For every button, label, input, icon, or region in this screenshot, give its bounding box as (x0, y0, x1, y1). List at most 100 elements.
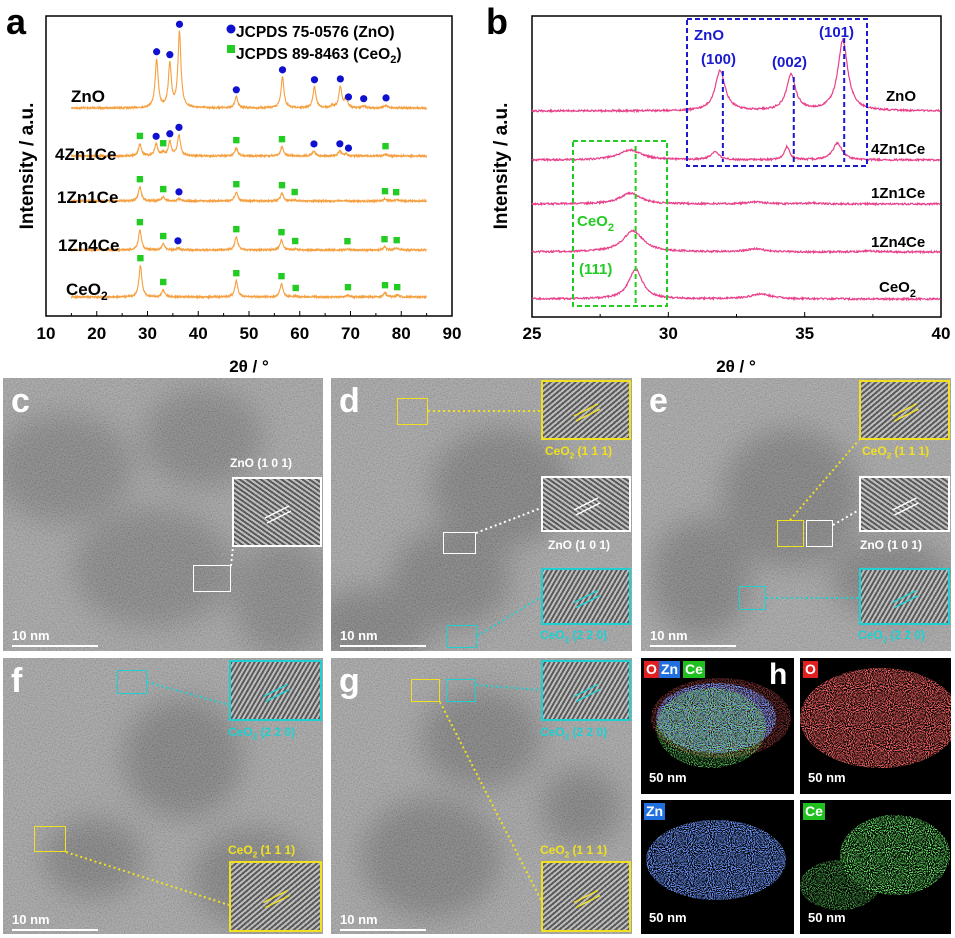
x-tick-label-b: 30 (659, 324, 678, 343)
scale-bar-eds-2: 50 nm (808, 770, 846, 785)
lattice-inset (541, 660, 631, 721)
inset-label-sub: 2 (252, 850, 258, 860)
eds-map-zn: Zn 50 nm (641, 800, 794, 934)
ceo2-marker (344, 237, 351, 245)
x-tick-label-a: 50 (240, 324, 259, 343)
eds-map-overlay: O Zn Ce h 50 nm (641, 658, 794, 794)
zno-region-box (686, 18, 868, 167)
inset-label-sub: 2 (886, 451, 892, 461)
x-tick-label-b: 35 (795, 324, 814, 343)
xrd-curve-b-1Zn1Ce (531, 191, 941, 207)
inset-label: ZnO (1 0 1) (548, 538, 610, 552)
selection-box (447, 625, 477, 648)
y-axis-label-b: Intensity / a.u. (491, 103, 512, 230)
inset-label-plane: (2 2 0) (569, 628, 608, 642)
scale-bar-eds-1: 50 nm (649, 770, 687, 785)
ceo2-marker (233, 225, 240, 233)
inset-label: CeO2 (2 2 0) (228, 725, 295, 741)
eds-map-o: O 50 nm (800, 658, 951, 794)
zno-marker (336, 75, 344, 83)
ceo2-marker (381, 187, 389, 195)
sample-label-main: ZnO (886, 88, 916, 105)
ceo2-marker (160, 185, 167, 193)
lattice-inset (229, 861, 322, 932)
xrd-curve-a-CeO2 (70, 264, 428, 300)
ceo2-marker (292, 284, 299, 292)
tem-panel-c: c (3, 378, 323, 651)
zno-marker (174, 237, 182, 245)
zno-marker (175, 123, 183, 131)
sample-label-sub: 2 (910, 288, 916, 300)
xrd-curve-a-1Zn1Ce (70, 186, 427, 204)
chart-b: ZnO(100) (002)(101)CeO2(111) 25 30 35 40 ZnO… (491, 15, 951, 375)
inset-label-plane: (1 1 1) (569, 843, 608, 857)
ceo2-marker (291, 237, 299, 245)
sample-label-main: 1Zn1Ce (871, 185, 925, 202)
xrd-curve-a-1Zn4Ce (70, 229, 427, 253)
eds-tag-zn-map: Zn (644, 803, 666, 820)
sample-label-a: 4Zn1Ce (55, 145, 116, 164)
ceo2-marker (136, 132, 144, 140)
zno-marker (344, 93, 353, 101)
zno-plane-label: (101) (819, 24, 854, 41)
x-tick-label-a: 30 (138, 324, 157, 343)
scale-label: 10 nm (340, 912, 378, 927)
zno-marker (166, 51, 174, 59)
ceo2-marker (382, 142, 389, 150)
x-tick-label-b: 40 (932, 324, 951, 343)
zno-marker (310, 140, 318, 148)
zno-region-title: ZnO (694, 27, 724, 44)
inset-label-text: CeO (862, 444, 887, 458)
sample-label-a: CeO2 (66, 280, 108, 303)
inset-label-text: CeO (540, 725, 565, 739)
x-tick-label-a: 70 (341, 324, 360, 343)
xrd-curve-b-CeO2 (531, 267, 942, 302)
y-axis-label-a: Intensity / a.u. (17, 103, 38, 230)
inset-label-text: ZnO (1 0 1) (230, 456, 293, 470)
xrd-curve-a-ZnO (70, 30, 427, 111)
inset-label-text: CeO (228, 725, 253, 739)
ceo2-marker (160, 232, 167, 240)
scale-bar: 10 nm (340, 912, 426, 931)
eds-map-ce: Ce 50 nm (800, 800, 951, 934)
eds-o-image (800, 668, 951, 768)
zno-marker (175, 188, 183, 196)
xrd-charts: a b 10 20 30 40 50 60 70 80 90 ZnO 4Zn1Ce 1Zn1Ce 1Z… (6, 1, 951, 375)
legend-ceo2-tail: ) (396, 46, 401, 63)
lattice-inset (541, 380, 631, 440)
sample-label-a: 1Zn1Ce (57, 188, 118, 207)
zno-marker (166, 130, 174, 138)
sample-label-b: 4Zn1Ce (871, 141, 925, 158)
lattice-inset (541, 476, 631, 532)
scale-bar: 10 nm (650, 628, 736, 647)
inset-label-text: ZnO (1 0 1) (548, 538, 611, 552)
zno-marker (336, 140, 344, 148)
panel-label-c: c (11, 382, 30, 420)
x-tick-label-a: 20 (87, 324, 106, 343)
sample-label-a: 1Zn4Ce (58, 236, 119, 255)
inset-label: ZnO (1 0 1) (860, 538, 922, 552)
lattice-inset (541, 861, 631, 932)
scale-label: 50 nm (649, 910, 687, 925)
ceo2-marker (136, 218, 144, 226)
legend-square-marker (227, 45, 235, 53)
zno-marker (232, 86, 240, 94)
ceo2-marker (233, 180, 240, 188)
inset-label-plane: (2 2 0) (887, 628, 926, 642)
sample-label-main: CeO (879, 279, 910, 296)
zno-plane-label: (100) (701, 51, 736, 68)
zno-plane-label: (002) (772, 54, 807, 71)
scale-bar-line (340, 645, 426, 647)
panel-label-f: f (11, 662, 23, 700)
ceo2-marker (392, 188, 400, 196)
selection-box (806, 520, 833, 547)
inset-label: CeO2 (1 1 1) (862, 444, 929, 460)
x-tick-label-a: 10 (37, 324, 56, 343)
scale-bar-line (12, 645, 98, 647)
ceo2-marker (233, 136, 240, 144)
eds-tag-zn: Zn (659, 661, 681, 678)
ceo2-region-title: CeO2 (577, 213, 614, 234)
selection-box (777, 520, 804, 547)
zno-marker (382, 94, 390, 102)
